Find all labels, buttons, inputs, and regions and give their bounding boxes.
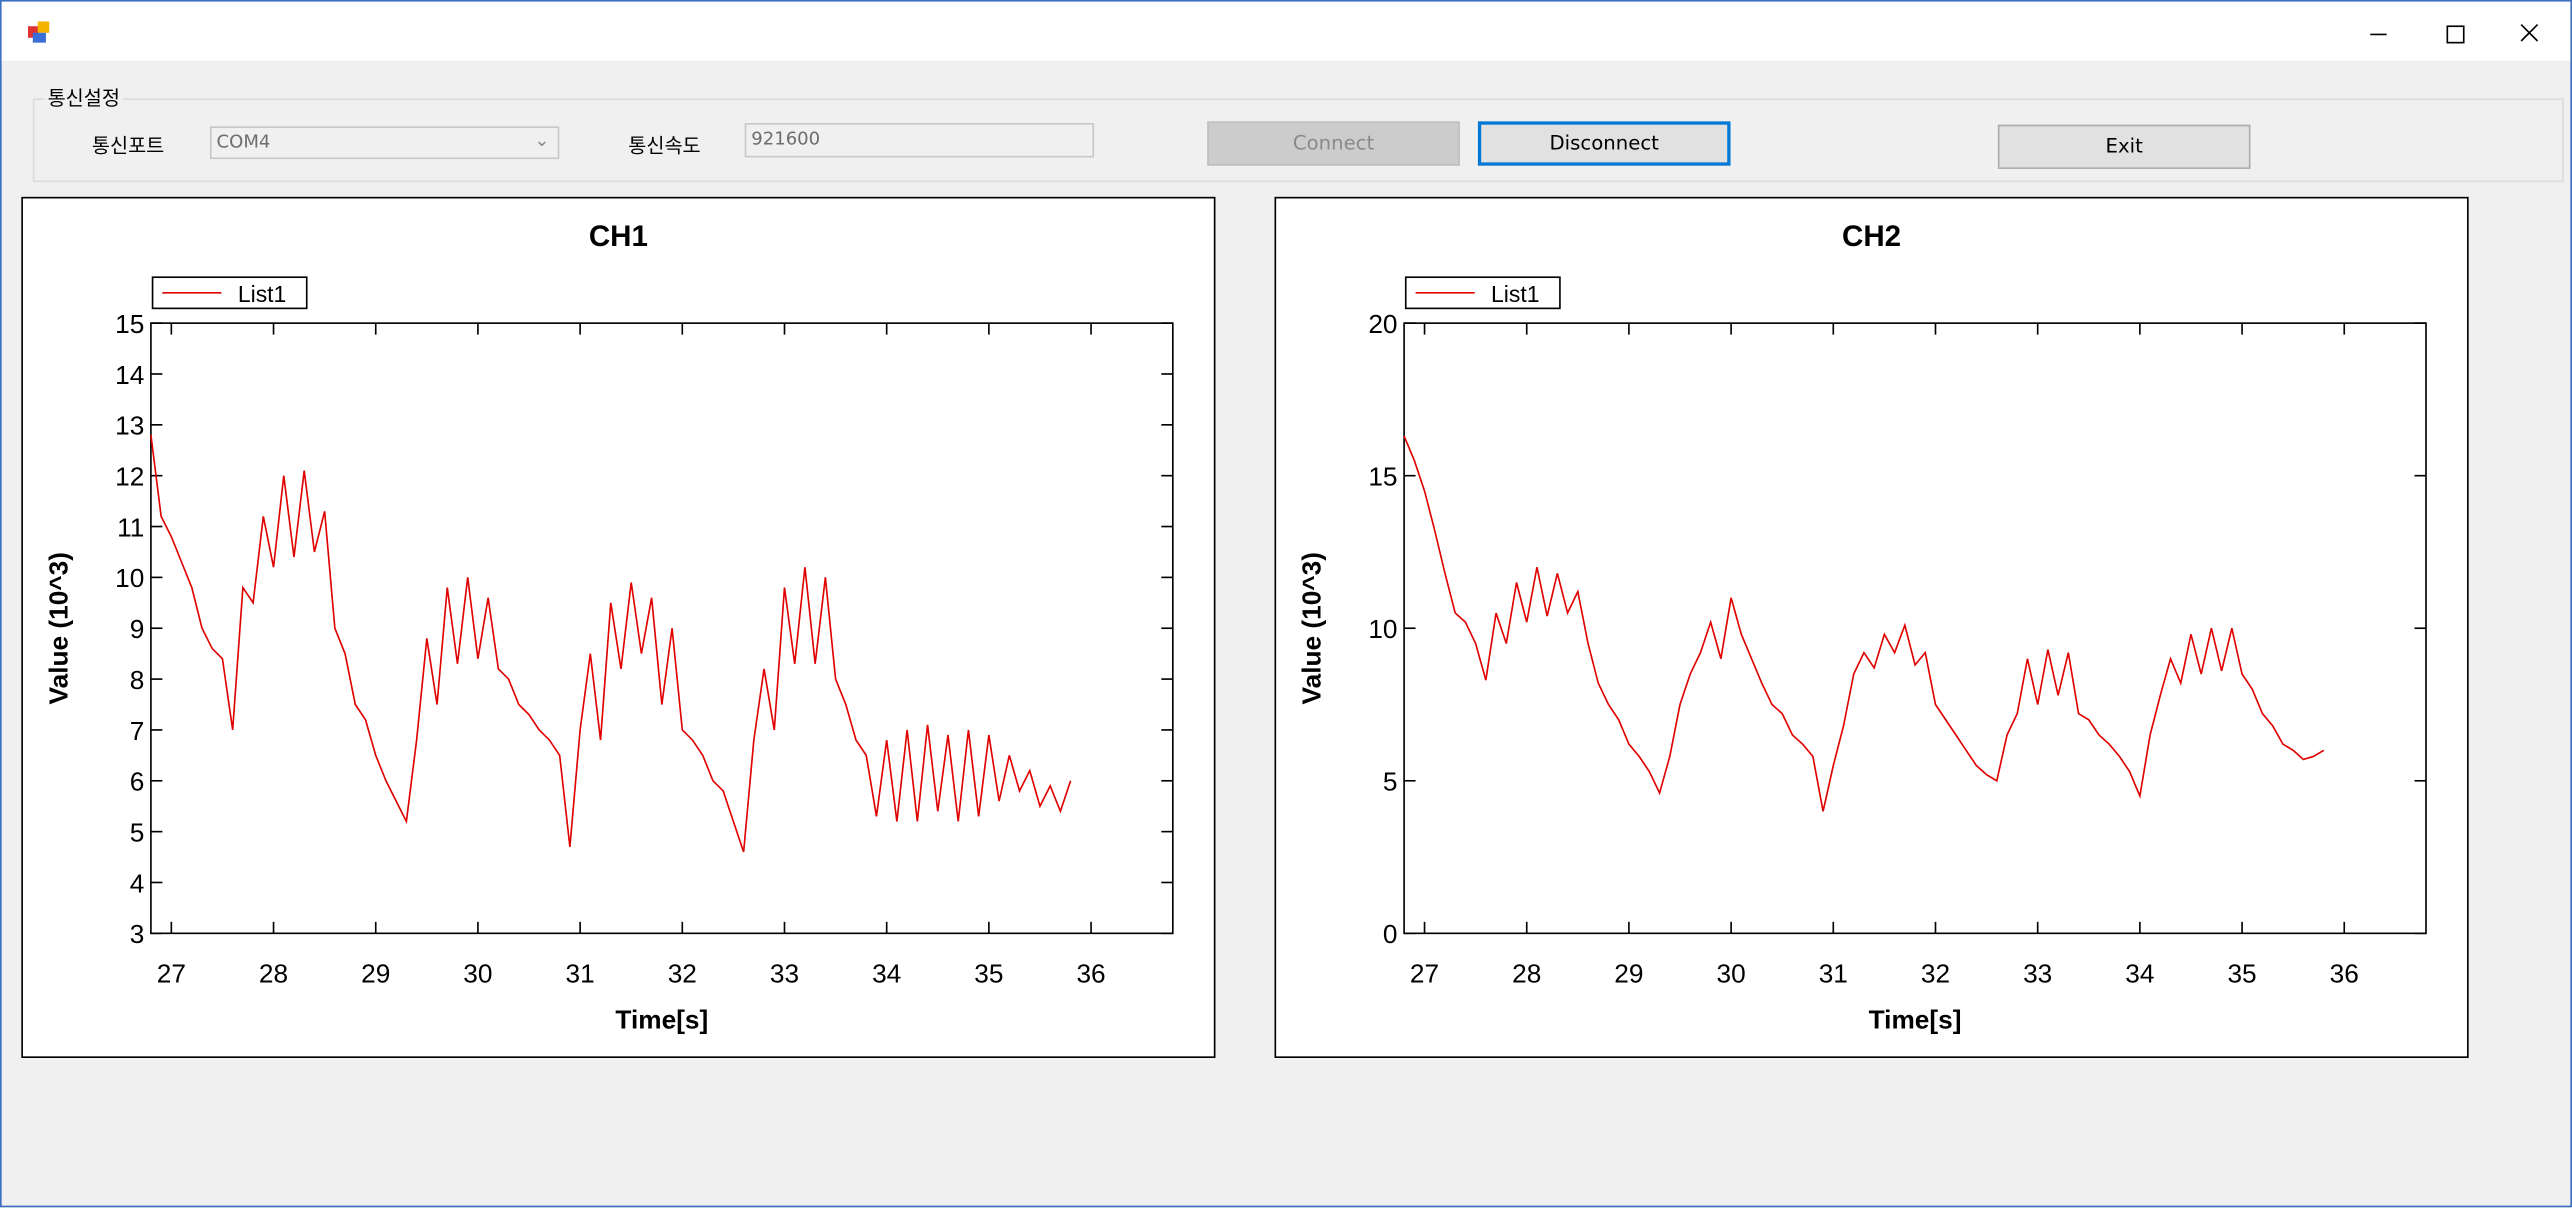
y-tick-label: 8 [130,665,145,695]
y-tick-label: 15 [1368,462,1397,492]
speed-field[interactable]: 921600 [744,123,1095,158]
group-box [32,98,2564,183]
speed-value: 921600 [751,127,821,150]
port-label: 통신포트 [91,134,165,158]
x-tick-label: 30 [463,959,492,989]
exit-button[interactable]: Exit [1997,124,2251,169]
speed-label: 통신속도 [628,134,701,158]
disconnect-button[interactable]: Disconnect [1477,121,1731,166]
x-tick-label: 36 [2330,959,2359,989]
y-tick-label: 10 [115,563,144,593]
y-tick-label: 20 [1368,309,1397,339]
x-tick-label: 32 [1921,959,1950,989]
y-tick-label: 10 [1368,614,1397,644]
x-tick-label: 34 [872,959,901,989]
y-axis-label: Value (10^3) [43,552,73,704]
x-axis-label: Time[s] [615,1004,708,1034]
panel-frame [21,196,1216,1058]
x-tick-label: 34 [2125,959,2154,989]
app-icon [27,21,50,43]
x-tick-label: 27 [1410,959,1439,989]
x-tick-label: 32 [668,959,697,989]
x-tick-label: 35 [974,959,1003,989]
y-tick-label: 9 [130,614,145,644]
x-tick-label: 28 [1512,959,1541,989]
panel-frame [1274,196,2469,1058]
x-tick-label: 33 [2023,959,2052,989]
y-tick-label: 14 [115,360,144,390]
y-tick-label: 6 [130,767,145,797]
x-tick-label: 33 [770,959,799,989]
x-tick-label: 31 [566,959,595,989]
chart-title: CH2 [1842,220,1901,253]
group-title: 통신설정 [44,83,124,112]
legend-label: List1 [1491,281,1539,307]
connect-button[interactable]: Connect [1207,121,1460,166]
port-combo[interactable]: COM4 ⌄ [209,126,560,160]
port-value: COM4 [216,131,271,153]
x-tick-label: 35 [2227,959,2256,989]
x-tick-label: 28 [259,959,288,989]
y-tick-label: 7 [130,716,145,746]
window-controls[interactable] [2347,11,2560,54]
x-axis-label: Time[s] [1869,1004,1962,1034]
data-line [150,434,1072,853]
dropdown-arrow: ⌄ [534,129,550,151]
y-tick-label: 5 [130,817,145,847]
x-tick-label: 27 [157,959,186,989]
data-line [1403,435,2325,812]
x-tick-label: 29 [1614,959,1643,989]
maximize-button[interactable] [2446,25,2465,44]
x-tick-label: 29 [361,959,390,989]
y-tick-label: 5 [1383,767,1398,797]
y-axis-label: Value (10^3) [1296,552,1326,704]
x-tick-label: 30 [1717,959,1746,989]
y-tick-label: 12 [115,462,144,492]
x-tick-label: 36 [1076,959,1105,989]
legend-label: List1 [238,281,286,307]
chart-panel: CH2 0 5 10 15 20 27 28 29 30 31 32 33 34 35 36 Time[s] Va… [1274,196,2469,1058]
chart-title: CH1 [589,220,648,253]
y-tick-label: 11 [117,512,144,542]
x-tick-label: 31 [1819,959,1848,989]
close-button[interactable] [2520,24,2539,42]
y-tick-label: 15 [115,309,144,339]
y-tick-label: 13 [115,411,144,441]
y-tick-label: 4 [130,868,145,898]
y-tick-label: 3 [130,919,145,949]
title-bar [1,1,2571,61]
y-tick-label: 0 [1383,919,1398,949]
